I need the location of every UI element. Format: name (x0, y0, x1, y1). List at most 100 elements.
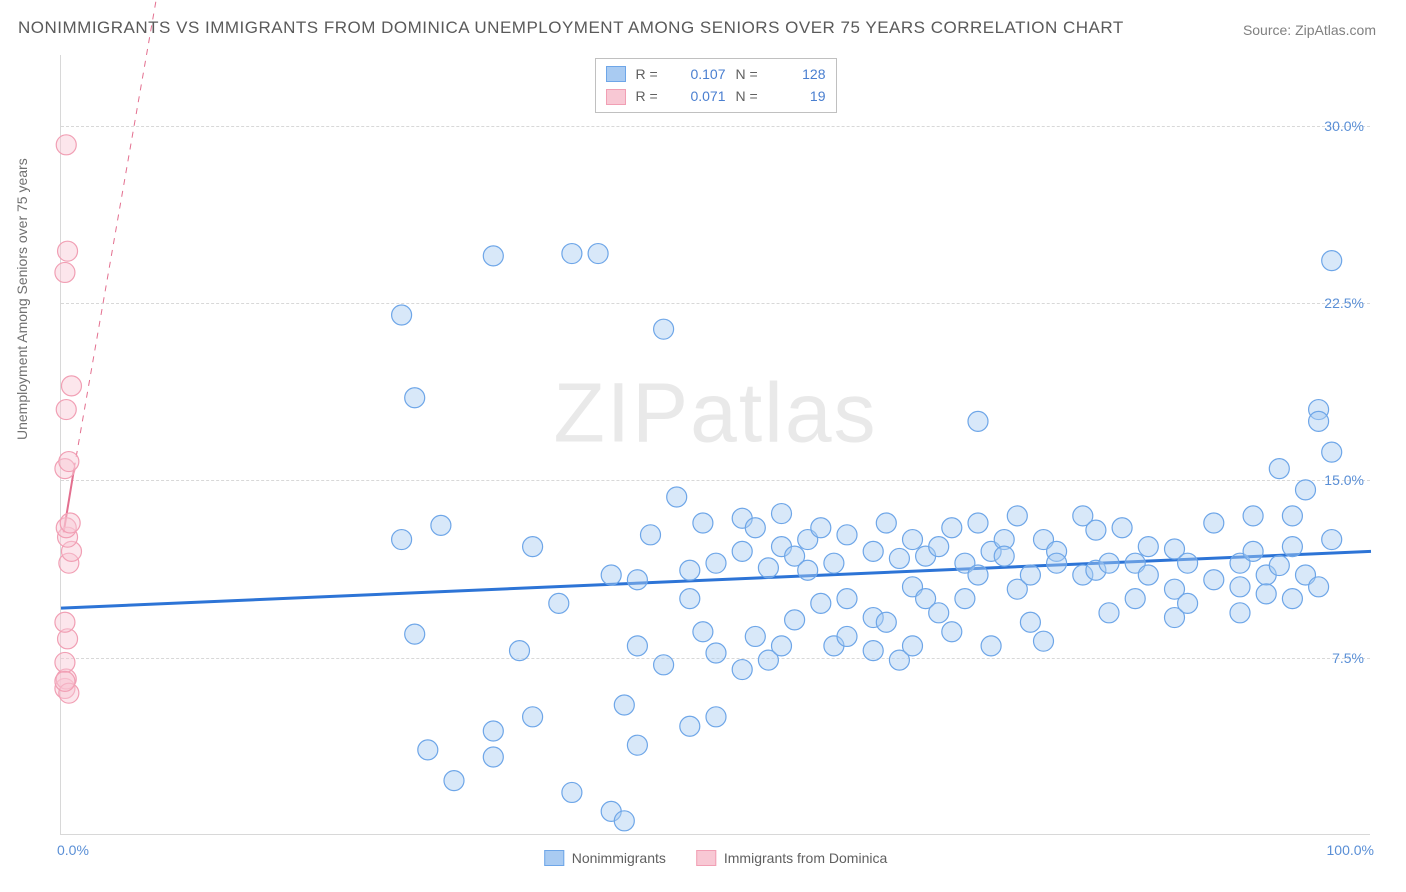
data-point (798, 560, 818, 580)
n-value-immigrants: 19 (776, 85, 826, 107)
data-point (431, 515, 451, 535)
data-point (1322, 530, 1342, 550)
data-point (55, 671, 75, 691)
swatch-immigrants-icon (696, 850, 716, 866)
data-point (1047, 553, 1067, 573)
data-point (1256, 584, 1276, 604)
legend-row-immigrants: R = 0.071 N = 19 (606, 85, 826, 107)
data-point (56, 135, 76, 155)
data-point (758, 558, 778, 578)
data-point (627, 735, 647, 755)
data-point (405, 624, 425, 644)
data-point (61, 376, 81, 396)
series-legend: Nonimmigrants Immigrants from Dominica (544, 850, 888, 866)
data-point (483, 246, 503, 266)
data-point (929, 537, 949, 557)
data-point (1007, 506, 1027, 526)
data-point (889, 548, 909, 568)
data-point (968, 565, 988, 585)
data-point (1086, 520, 1106, 540)
data-point (483, 721, 503, 741)
data-point (523, 537, 543, 557)
data-point (1243, 541, 1263, 561)
data-point (772, 636, 792, 656)
legend-label-immigrants: Immigrants from Dominica (724, 850, 887, 866)
data-point (1034, 631, 1054, 651)
data-point (1125, 589, 1145, 609)
r-label: R = (636, 63, 666, 85)
source-label: Source: (1243, 22, 1295, 38)
data-point (1204, 513, 1224, 533)
legend-item-immigrants: Immigrants from Dominica (696, 850, 887, 866)
n-value-nonimmigrants: 128 (776, 63, 826, 85)
data-point (811, 593, 831, 613)
data-point (1243, 506, 1263, 526)
y-axis-label: Unemployment Among Seniors over 75 years (14, 158, 30, 440)
data-point (968, 513, 988, 533)
data-point (929, 603, 949, 623)
data-point (955, 589, 975, 609)
data-point (562, 782, 582, 802)
data-point (392, 305, 412, 325)
data-point (444, 771, 464, 791)
data-point (1282, 589, 1302, 609)
r-value-immigrants: 0.071 (676, 85, 726, 107)
n-label: N = (736, 85, 766, 107)
data-point (824, 553, 844, 573)
data-point (1138, 537, 1158, 557)
r-value-nonimmigrants: 0.107 (676, 63, 726, 85)
data-point (1112, 518, 1132, 538)
data-point (601, 565, 621, 585)
data-point (1269, 556, 1289, 576)
data-point (1230, 603, 1250, 623)
data-point (811, 518, 831, 538)
data-point (418, 740, 438, 760)
data-point (1178, 553, 1198, 573)
data-point (942, 622, 962, 642)
data-point (588, 244, 608, 264)
data-point (732, 541, 752, 561)
n-label: N = (736, 63, 766, 85)
data-point (706, 553, 726, 573)
data-point (745, 518, 765, 538)
data-point (1020, 565, 1040, 585)
source-attribution: Source: ZipAtlas.com (1243, 22, 1376, 38)
data-point (1138, 565, 1158, 585)
data-point (1309, 411, 1329, 431)
data-point (654, 655, 674, 675)
x-tick-min: 0.0% (57, 842, 89, 858)
plot-area: ZIPatlas 7.5%15.0%22.5%30.0% R = 0.107 N… (60, 55, 1370, 835)
data-point (654, 319, 674, 339)
data-point (745, 626, 765, 646)
data-point (627, 636, 647, 656)
data-point (863, 641, 883, 661)
data-point (1178, 593, 1198, 613)
data-point (1322, 251, 1342, 271)
data-point (59, 452, 79, 472)
data-point (1020, 612, 1040, 632)
data-point (994, 546, 1014, 566)
legend-item-nonimmigrants: Nonimmigrants (544, 850, 666, 866)
data-point (392, 530, 412, 550)
data-point (549, 593, 569, 613)
data-point (1282, 537, 1302, 557)
data-point (680, 716, 700, 736)
data-point (614, 695, 634, 715)
data-point (903, 636, 923, 656)
data-point (942, 518, 962, 538)
data-point (60, 513, 80, 533)
data-point (562, 244, 582, 264)
data-point (968, 411, 988, 431)
data-point (58, 241, 78, 261)
data-point (614, 811, 634, 831)
data-point (706, 643, 726, 663)
data-point (405, 388, 425, 408)
data-point (693, 513, 713, 533)
data-point (680, 560, 700, 580)
data-point (483, 747, 503, 767)
swatch-immigrants (606, 89, 626, 105)
data-point (55, 262, 75, 282)
data-point (693, 622, 713, 642)
data-point (863, 541, 883, 561)
data-point (523, 707, 543, 727)
